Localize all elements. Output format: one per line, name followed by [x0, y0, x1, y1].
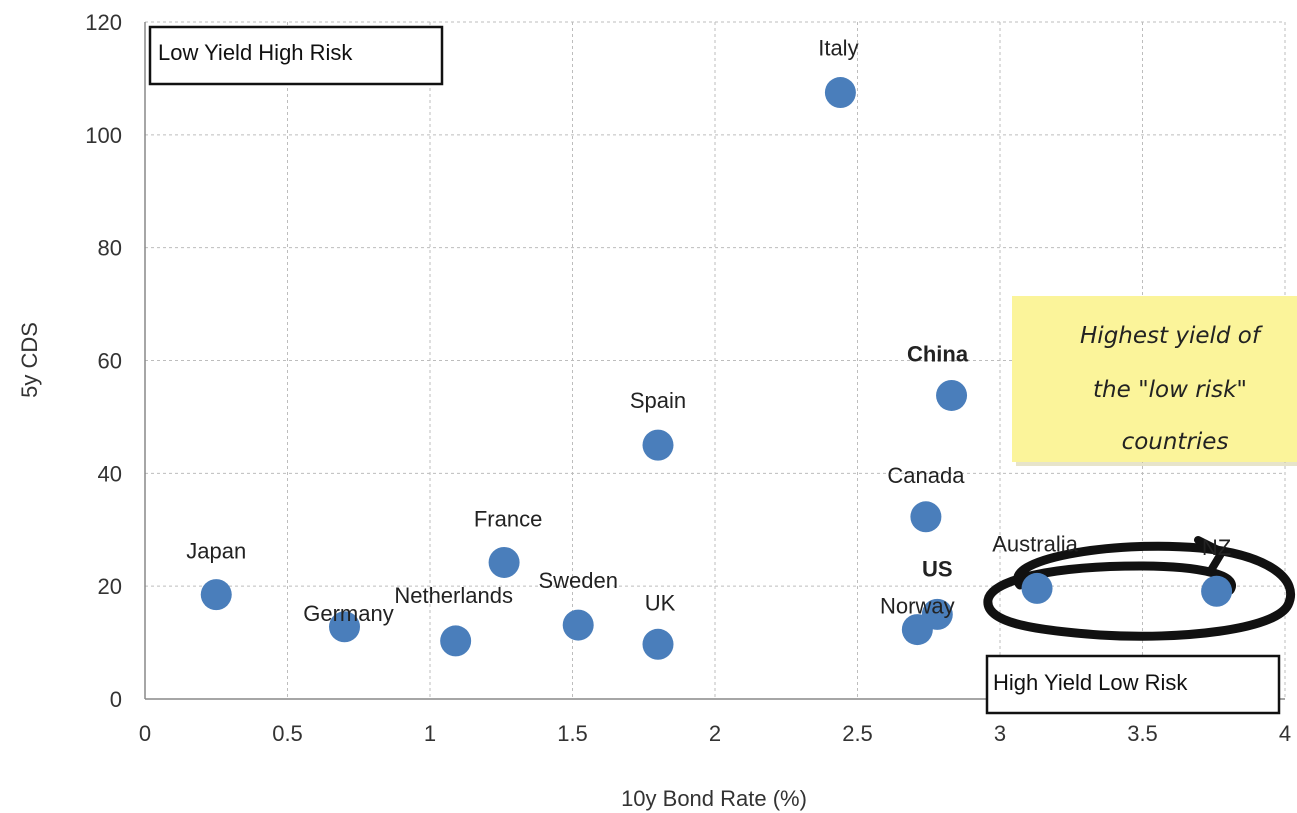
low-yield-high-risk-box: Low Yield High Risk	[148, 25, 444, 86]
point-label-australia: Australia	[992, 531, 1078, 556]
y-axis-title: 5y CDS	[17, 322, 42, 398]
point-label-uk: UK	[645, 590, 676, 615]
data-point-germany	[329, 611, 360, 643]
high-yield-low-risk-box: High Yield Low Risk	[985, 654, 1281, 715]
data-point-australia	[1021, 572, 1053, 604]
x-tick-label: 2	[709, 721, 721, 746]
data-point-nz	[1201, 575, 1233, 607]
point-label-italy: Italy	[818, 36, 858, 61]
point-label-france: France	[474, 506, 542, 531]
data-point-us	[921, 598, 953, 630]
point-label-china: China	[907, 341, 969, 366]
data-point-japan	[200, 579, 232, 611]
data-points	[200, 77, 1233, 660]
y-tick-label: 80	[98, 236, 122, 261]
high-yield-low-risk-label: High Yield Low Risk	[993, 670, 1188, 695]
x-tick-label: 1	[424, 721, 436, 746]
data-point-netherlands	[440, 625, 472, 657]
data-point-canada	[910, 501, 942, 533]
point-label-norway: Norway	[880, 594, 955, 619]
point-label-nz: NZ	[1202, 535, 1231, 560]
data-point-china	[936, 379, 968, 411]
low-yield-high-risk-label: Low Yield High Risk	[158, 40, 353, 65]
y-tick-label: 100	[85, 123, 122, 148]
y-tick-label: 20	[98, 574, 122, 599]
x-tick-label: 4	[1279, 721, 1291, 746]
sticky-note-line-3: countries	[1122, 429, 1229, 455]
point-label-japan: Japan	[186, 539, 246, 564]
point-label-us: US	[922, 556, 953, 581]
data-point-uk	[642, 628, 674, 660]
x-tick-label: 3	[994, 721, 1006, 746]
hand-drawn-circle	[983, 536, 1296, 641]
point-label-canada: Canada	[887, 463, 965, 488]
sticky-note: Highest yield of the "low risk" countrie…	[1012, 296, 1297, 466]
x-tick-label: 2.5	[842, 721, 873, 746]
y-tick-label: 60	[98, 349, 122, 374]
y-tick-label: 40	[98, 461, 122, 486]
point-label-netherlands: Netherlands	[394, 583, 513, 608]
sticky-note-line-2: the "low risk"	[1093, 377, 1247, 403]
point-label-spain: Spain	[630, 388, 686, 413]
y-tick-label: 0	[110, 687, 122, 712]
point-label-germany: Germany	[303, 601, 393, 626]
data-point-france	[488, 546, 520, 578]
point-label-sweden: Sweden	[538, 568, 618, 593]
x-tick-label: 3.5	[1127, 721, 1158, 746]
x-tick-label: 0	[139, 721, 151, 746]
x-axis-title: 10y Bond Rate (%)	[621, 786, 807, 811]
y-tick-label: 120	[85, 10, 122, 35]
data-point-sweden	[562, 609, 594, 641]
sticky-note-line-1: Highest yield of	[1080, 323, 1263, 349]
x-tick-label: 0.5	[272, 721, 303, 746]
data-point-italy	[824, 77, 856, 109]
x-tick-label: 1.5	[557, 721, 588, 746]
data-point-spain	[642, 429, 674, 461]
